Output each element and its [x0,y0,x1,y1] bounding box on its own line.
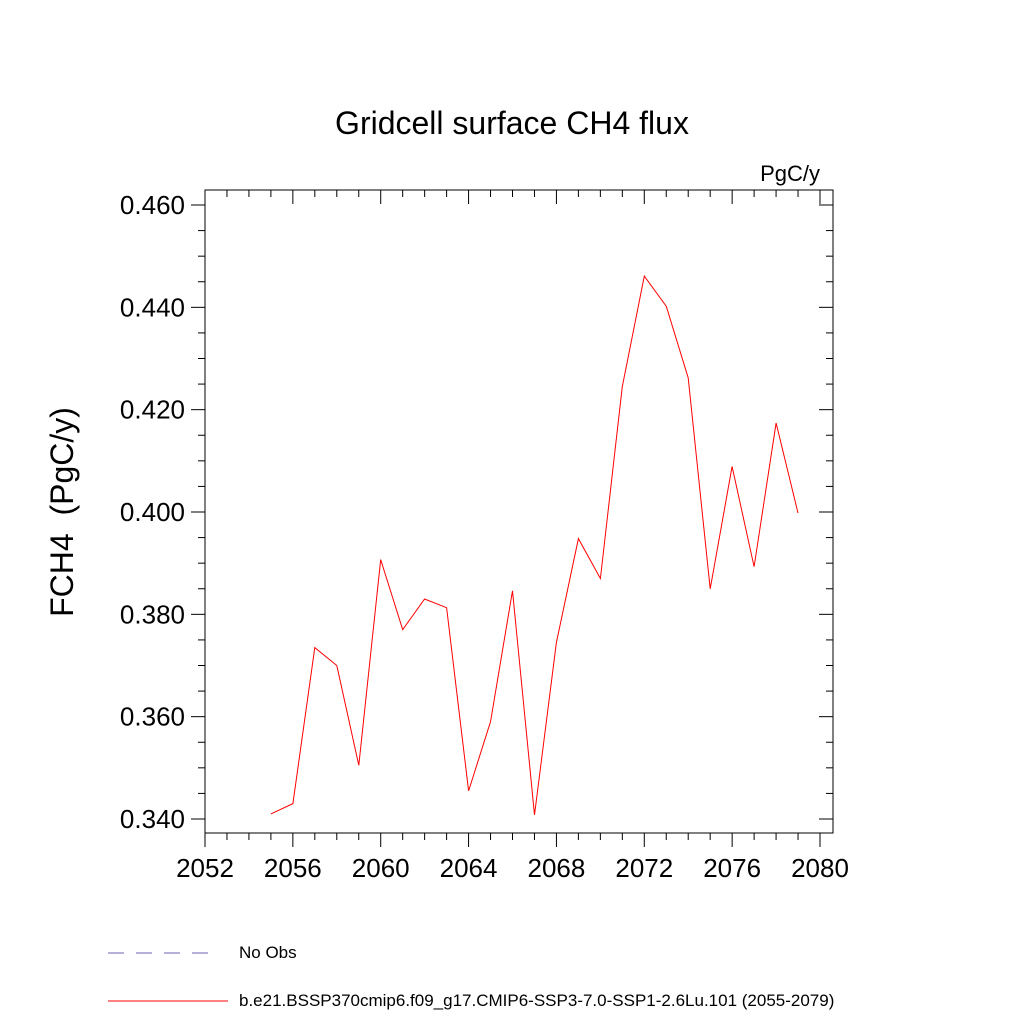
y-tick-label: 0.440 [120,292,185,322]
y-tick-label: 0.400 [120,497,185,527]
y-axis-label: FCH4 (PgC/y) [44,407,80,617]
series-line [270,274,799,815]
x-tick-label: 2076 [703,853,761,883]
series-lines [270,274,799,815]
units-label: PgC/y [760,161,820,186]
x-tick-label: 2052 [176,853,234,883]
x-tick-label: 2080 [791,853,849,883]
axis-ticks [191,190,833,847]
tick-labels: 2052 2056 2060 2064 2068 2072 2076 2080 0.340 0.3… [120,190,849,883]
y-tick-label: 0.420 [120,395,185,425]
y-tick-label: 0.360 [120,702,185,732]
y-tick-label: 0.380 [120,599,185,629]
y-tick-label: 0.460 [120,190,185,220]
plot-frame [204,189,834,834]
chart-title: Gridcell surface CH4 flux [335,105,689,141]
x-tick-label: 2060 [352,853,410,883]
y-tick-label: 0.340 [120,804,185,834]
x-tick-label: 2068 [528,853,586,883]
x-tick-label: 2064 [440,853,498,883]
x-tick-label: 2056 [264,853,322,883]
plot-area-border [204,189,834,834]
x-tick-label: 2072 [615,853,673,883]
